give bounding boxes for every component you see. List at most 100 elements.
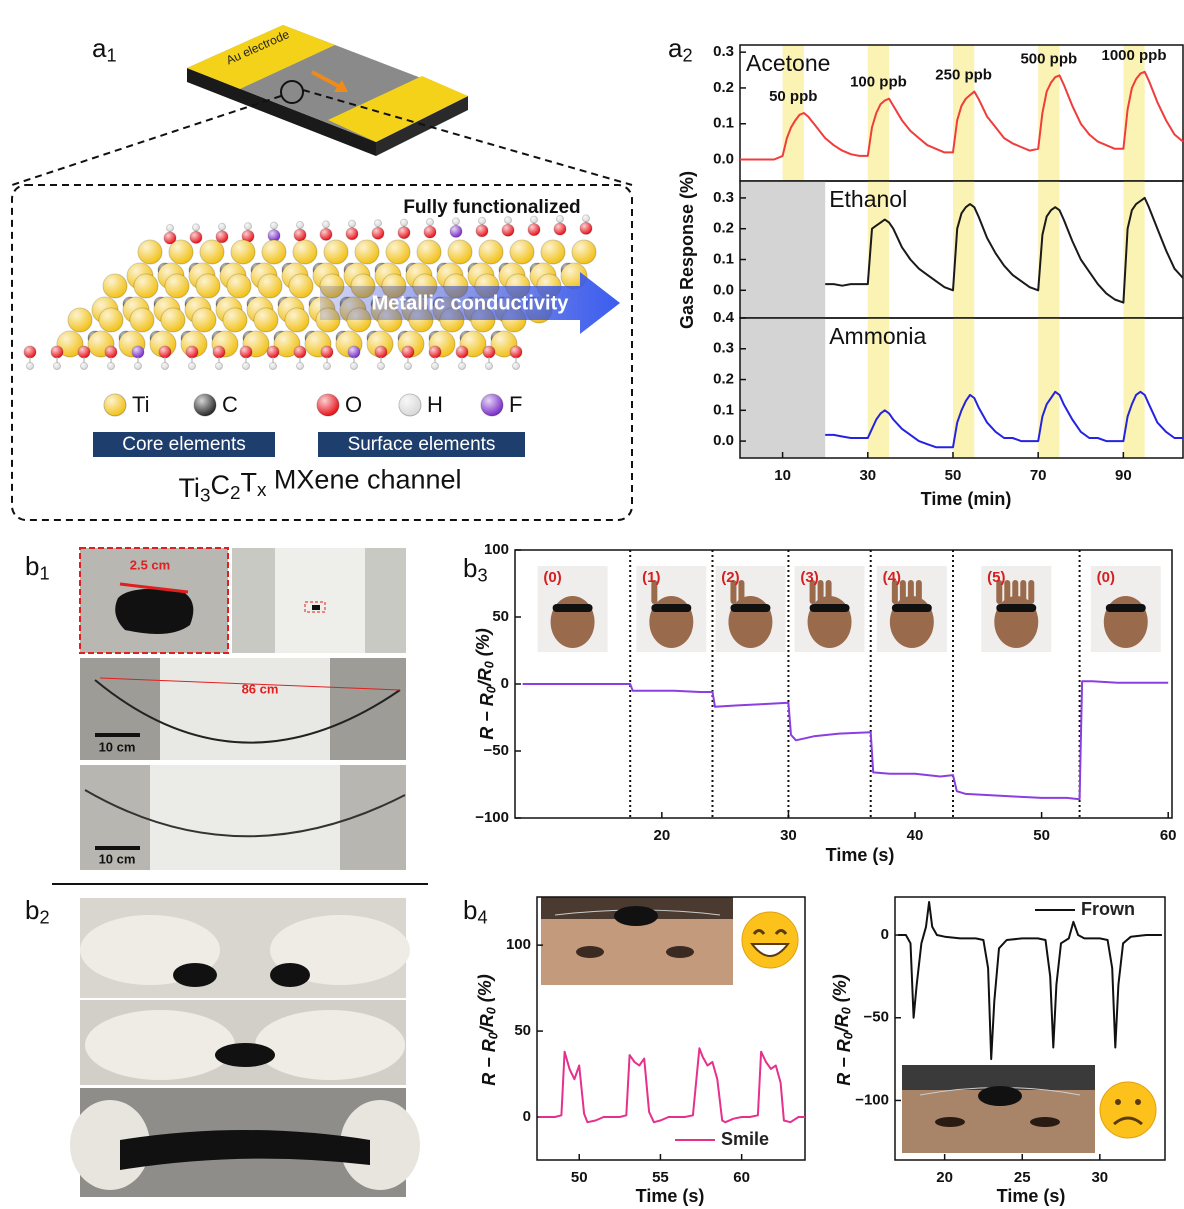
y-tick-label: 0 (523, 1108, 531, 1125)
x-tick-label: 55 (652, 1169, 669, 1186)
y-tick-label: 0.1 (713, 250, 734, 267)
subscript: 0 (483, 661, 497, 668)
x-axis-label: Time (s) (997, 1186, 1066, 1206)
y-tick-label: 0.2 (713, 220, 734, 237)
text-part: C (210, 470, 230, 500)
stage-label: (0) (1097, 569, 1115, 586)
finger (916, 580, 922, 604)
atom-shine (254, 308, 278, 332)
finger (908, 580, 914, 604)
series-label: Acetone (746, 50, 830, 76)
text-part: R − R (834, 1039, 854, 1086)
x-axis-label: Time (s) (636, 1186, 705, 1206)
stage-label: (1) (642, 569, 660, 586)
atom-shine (324, 240, 348, 264)
element-shine (481, 394, 503, 416)
y-tick-label: −100 (855, 1091, 889, 1108)
stage-label: (4) (883, 569, 901, 586)
stage-label: (3) (800, 569, 818, 586)
atom-shine (51, 346, 63, 358)
sensor (553, 604, 593, 612)
chart: −100−500202530FrownTime (s)R − R0/R0 (%) (830, 897, 1165, 1206)
atom-shine (483, 346, 495, 358)
element-symbol: H (427, 392, 443, 417)
y-tick-label: 0.1 (713, 401, 734, 418)
atom-shine (346, 228, 358, 240)
subscript: 1 (106, 45, 116, 65)
atom-shine (405, 363, 412, 370)
chart: 0.00.10.20.3Acetone50 ppb100 ppb250 ppb5… (713, 43, 1183, 181)
atom-shine (401, 219, 408, 226)
atom-shine (348, 346, 360, 358)
photo-b1 (52, 548, 428, 884)
atom-shine (502, 224, 514, 236)
subscript: 2 (682, 45, 692, 65)
atom-shine (486, 363, 493, 370)
atom-shine (378, 363, 385, 370)
atom-shine (270, 363, 277, 370)
atom-shine (165, 274, 189, 298)
atom-shine (448, 240, 472, 264)
exposure-band (1123, 318, 1144, 458)
hand (551, 596, 595, 648)
atom-shine (321, 346, 333, 358)
text-part: MXene channel (266, 465, 461, 495)
atom-shine (479, 217, 486, 224)
atom-shine (262, 240, 286, 264)
x-tick-label: 25 (1014, 1169, 1031, 1186)
atom-shine (267, 346, 279, 358)
sensor (810, 604, 850, 612)
y-tick-label: −50 (864, 1009, 889, 1026)
atom-shine (24, 346, 36, 358)
atom-shine (323, 221, 330, 228)
panel-label: b4 (463, 895, 488, 927)
atom-shine (27, 363, 34, 370)
diagram-title: Fully functionalized (403, 197, 580, 218)
text-part: /R (475, 668, 495, 687)
text-part: R − R (477, 693, 497, 740)
subscript: 0 (485, 1007, 499, 1014)
atom-shine (324, 363, 331, 370)
atom-shine (54, 363, 61, 370)
element-symbol: F (509, 392, 522, 417)
sensor (996, 604, 1036, 612)
x-tick-label: 90 (1115, 467, 1132, 484)
atom-shine (427, 219, 434, 226)
atom-shine (167, 225, 174, 232)
x-tick-label: 60 (733, 1169, 750, 1186)
band-label: 1000 ppb (1101, 47, 1166, 64)
atom-shine (289, 274, 313, 298)
atom-shine (99, 308, 123, 332)
atom-shine (216, 363, 223, 370)
y-tick-label: 100 (484, 541, 509, 558)
y-tick-label: 50 (514, 1022, 531, 1039)
atom-shine (479, 240, 503, 264)
band-label: 250 ppb (935, 66, 992, 83)
atom-shine (510, 346, 522, 358)
diagram-caption: Ti3C2Tx MXene channel (178, 465, 461, 507)
exposure-band (1038, 318, 1059, 458)
data-line (523, 681, 1169, 799)
hand (1104, 596, 1148, 648)
x-axis-label: Time (min) (921, 489, 1012, 509)
panel-label: a1 (92, 33, 117, 65)
element-symbol: C (222, 392, 238, 417)
figure: a1a2b1b2b3b4Au electrodeMetallic conduct… (0, 0, 1184, 1209)
atom-shine (162, 363, 169, 370)
band-label: 500 ppb (1020, 50, 1077, 67)
element-key: O (317, 392, 362, 417)
subscript: 2 (39, 907, 49, 927)
y-tick-label: 0.3 (713, 340, 734, 357)
atom-shine (294, 346, 306, 358)
panel-label: b2 (25, 895, 50, 927)
atom-shine (432, 363, 439, 370)
subscript: 0 (840, 1007, 854, 1014)
atom-shine (193, 224, 200, 231)
y-axis-label: R − R0/R0 (%) (473, 628, 499, 740)
subscript: 0 (487, 1032, 501, 1039)
subscript: 1 (39, 563, 49, 583)
y-tick-label: 50 (492, 608, 509, 625)
data-line (539, 1048, 805, 1122)
atom-shine (200, 240, 224, 264)
subscript: 3 (477, 565, 487, 585)
